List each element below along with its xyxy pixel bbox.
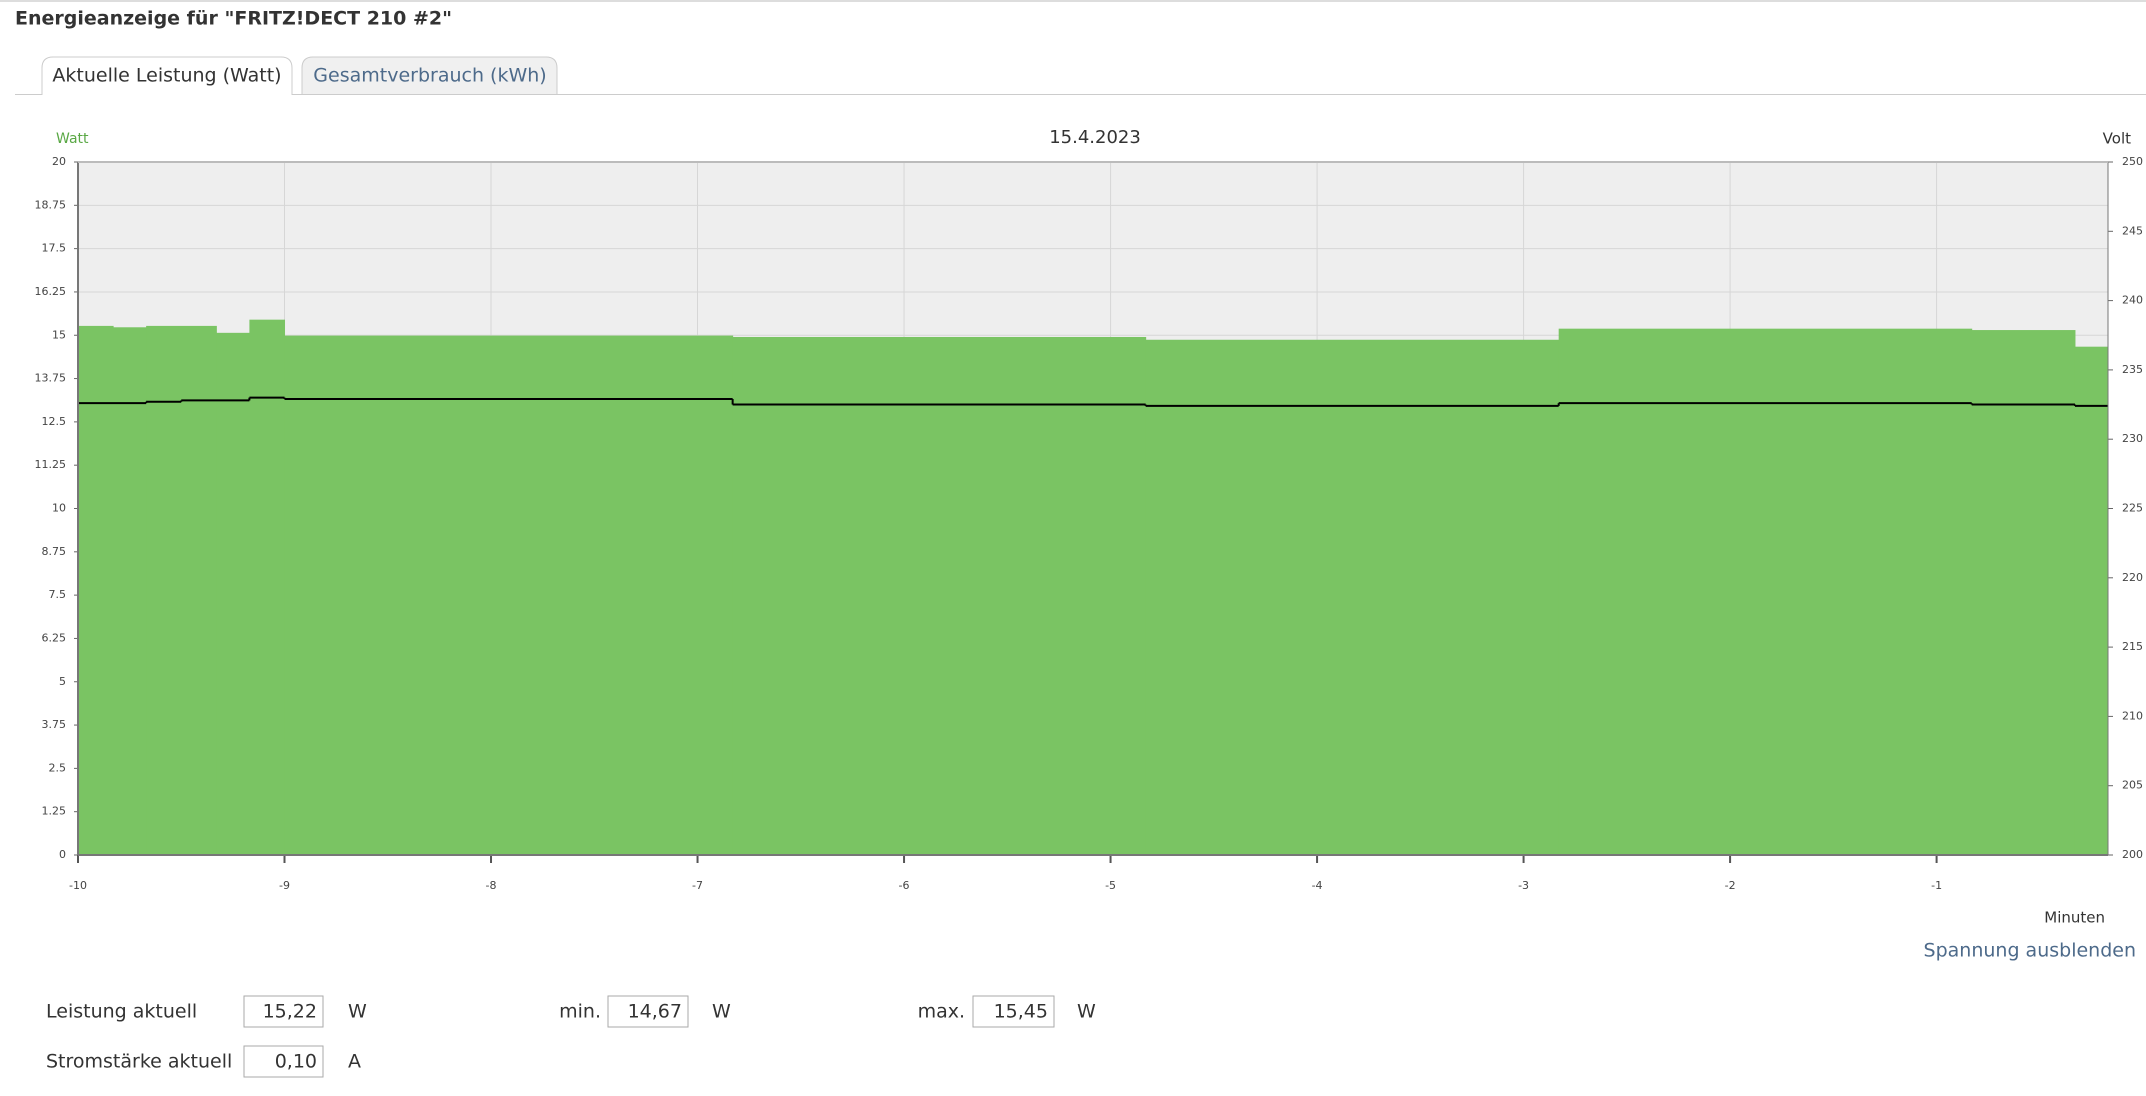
y2-tick-label: 235 xyxy=(2122,363,2143,376)
stat-value: 0,10 xyxy=(275,1051,317,1073)
power-step xyxy=(1558,328,1973,855)
x-tick-label: -6 xyxy=(899,879,910,892)
stat-field xyxy=(607,995,689,1028)
y-tick-label: 7.5 xyxy=(49,588,67,601)
y-tick-label: 5 xyxy=(59,675,66,688)
stat-label: Stromstärke aktuell xyxy=(46,1051,232,1073)
stat-field xyxy=(243,1045,324,1078)
tab-label[interactable]: Gesamtverbrauch (kWh) xyxy=(313,65,546,87)
y-tick-label: 15 xyxy=(52,328,66,341)
chart-title: 15.4.2023 xyxy=(1049,127,1141,148)
x-tick-label: -8 xyxy=(486,879,497,892)
y-tick-label: 0 xyxy=(59,848,66,861)
power-step xyxy=(732,336,1147,855)
power-step xyxy=(2074,346,2109,855)
power-step xyxy=(146,325,217,855)
y-tick-label: 2.5 xyxy=(49,761,67,774)
stat-unit: A xyxy=(348,1051,361,1073)
x-tick-label: -2 xyxy=(1725,879,1736,892)
y-tick-label: 1.25 xyxy=(42,805,67,818)
y-tick-label: 3.75 xyxy=(42,718,67,731)
y-tick-label: 18.75 xyxy=(35,198,67,211)
tab-active[interactable] xyxy=(41,56,293,95)
y2-tick-label: 205 xyxy=(2122,779,2143,792)
stat-value: 15,45 xyxy=(994,1001,1048,1023)
stat-unit: W xyxy=(348,1001,367,1023)
stat-value: 14,67 xyxy=(628,1001,682,1023)
y-tick-label: 12.5 xyxy=(42,415,67,428)
power-step xyxy=(1145,339,1560,855)
y2-axis-label: Volt xyxy=(2103,130,2131,148)
stat-label: Leistung aktuell xyxy=(46,1001,197,1023)
y2-tick-label: 220 xyxy=(2122,571,2143,584)
power-step xyxy=(78,325,114,855)
y2-tick-label: 215 xyxy=(2122,640,2143,653)
y2-tick-label: 240 xyxy=(2122,294,2143,307)
y2-tick-label: 210 xyxy=(2122,709,2143,722)
y-axis-label: Watt xyxy=(56,131,89,147)
x-tick-label: -7 xyxy=(692,879,703,892)
x-axis-label: Minuten xyxy=(2044,909,2105,927)
tab-label[interactable]: Aktuelle Leistung (Watt) xyxy=(52,65,281,87)
y-tick-label: 11.25 xyxy=(35,458,67,471)
stat-unit: W xyxy=(1077,1001,1096,1023)
x-tick-label: -4 xyxy=(1312,879,1323,892)
y-tick-label: 6.25 xyxy=(42,631,67,644)
stat-label: min. xyxy=(559,1001,601,1023)
x-tick-label: -5 xyxy=(1105,879,1116,892)
power-step xyxy=(1971,330,2076,855)
stat-field xyxy=(972,995,1055,1028)
y2-tick-label: 245 xyxy=(2122,224,2143,237)
stat-label: max. xyxy=(918,1001,965,1023)
x-tick-label: -3 xyxy=(1518,879,1529,892)
y2-tick-label: 200 xyxy=(2122,848,2143,861)
tab-gap xyxy=(42,93,292,97)
y-tick-label: 16.25 xyxy=(35,285,67,298)
power-step xyxy=(216,332,250,856)
y-tick-label: 8.75 xyxy=(42,545,67,558)
y-tick-label: 20 xyxy=(52,155,66,168)
y-tick-label: 13.75 xyxy=(35,372,67,385)
tab-inactive[interactable] xyxy=(301,56,558,94)
x-tick-label: -9 xyxy=(279,879,290,892)
toggle-voltage-link[interactable]: Spannung ausblenden xyxy=(1924,940,2136,962)
power-step xyxy=(113,327,147,855)
x-tick-label: -10 xyxy=(69,879,87,892)
y-tick-label: 10 xyxy=(52,502,66,515)
power-step xyxy=(284,335,734,855)
stat-value: 15,22 xyxy=(263,1001,317,1023)
page-title: Energieanzeige für "FRITZ!DECT 210 #2" xyxy=(15,8,452,30)
x-tick-label: -1 xyxy=(1931,879,1942,892)
y-tick-label: 17.5 xyxy=(42,242,67,255)
y2-tick-label: 230 xyxy=(2122,432,2143,445)
power-step xyxy=(249,319,286,856)
stat-field xyxy=(243,995,324,1028)
y2-tick-label: 225 xyxy=(2122,502,2143,515)
stat-unit: W xyxy=(712,1001,731,1023)
y2-tick-label: 250 xyxy=(2122,155,2143,168)
